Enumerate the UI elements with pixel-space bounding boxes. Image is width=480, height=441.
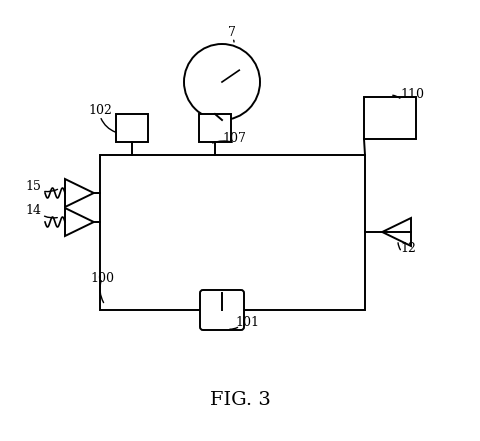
Polygon shape bbox=[382, 218, 411, 246]
Bar bbox=[116, 114, 148, 142]
Text: 110: 110 bbox=[400, 89, 424, 101]
FancyBboxPatch shape bbox=[200, 290, 244, 330]
Text: 107: 107 bbox=[222, 131, 246, 145]
Text: 7: 7 bbox=[228, 26, 236, 38]
Text: 12: 12 bbox=[400, 242, 416, 254]
Text: 14: 14 bbox=[25, 203, 41, 217]
Circle shape bbox=[184, 44, 260, 120]
Text: 100: 100 bbox=[90, 272, 114, 284]
Bar bbox=[364, 97, 416, 139]
Text: 15: 15 bbox=[25, 179, 41, 193]
Bar bbox=[100, 155, 365, 310]
Text: 102: 102 bbox=[88, 104, 112, 116]
Bar bbox=[199, 114, 231, 142]
Polygon shape bbox=[65, 208, 94, 236]
Text: 101: 101 bbox=[235, 315, 259, 329]
Polygon shape bbox=[65, 179, 94, 207]
Text: FIG. 3: FIG. 3 bbox=[210, 391, 270, 409]
